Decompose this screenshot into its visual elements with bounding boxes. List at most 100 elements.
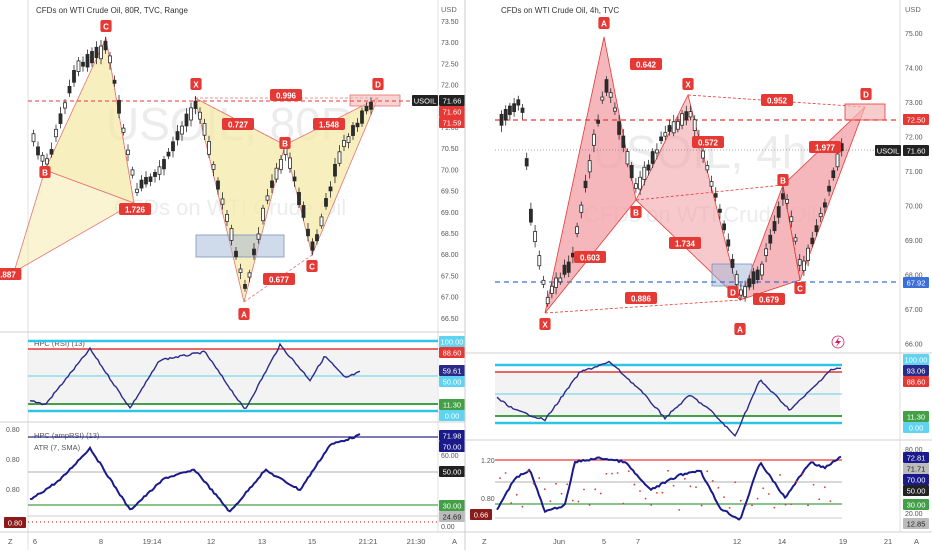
right-point-c: C xyxy=(797,285,803,294)
candle-body xyxy=(67,85,72,94)
right-symbol-tag: USOIL xyxy=(877,147,900,156)
right-point-b: B xyxy=(780,177,786,186)
right-time-tick: 21 xyxy=(884,537,892,546)
right-price-tag-1: 72.50 xyxy=(907,116,926,125)
left-time-tick: 15 xyxy=(308,537,316,546)
candle-body xyxy=(831,170,836,179)
candle-body xyxy=(54,128,58,138)
candle-body xyxy=(755,269,760,281)
right-prz-box xyxy=(844,103,886,121)
candle-body xyxy=(554,277,558,288)
right-ratio-0886: 0.886 xyxy=(631,295,652,304)
right-point-d-bg xyxy=(860,88,872,100)
right-osc2-dot xyxy=(655,491,658,494)
right-rsi-tag-100-bg xyxy=(903,354,929,365)
candle-body xyxy=(72,70,76,83)
right-osc2-dot xyxy=(650,504,653,506)
right-point-c-bg xyxy=(794,282,806,294)
left-price-tick: 72.50 xyxy=(441,61,459,68)
right-point-x-outer-bg xyxy=(682,78,694,90)
right-osc2-tag-70: 70.00 xyxy=(907,476,926,485)
right-osc2-dot xyxy=(661,491,664,494)
candle-body xyxy=(579,204,584,213)
candle-body xyxy=(503,109,508,121)
candle-body xyxy=(117,99,121,114)
candle-body xyxy=(324,198,328,207)
candle-body xyxy=(166,151,171,157)
candle-body xyxy=(162,159,166,170)
candle-body xyxy=(520,107,525,113)
candle-body xyxy=(279,158,283,170)
right-osc2-dot xyxy=(711,479,714,482)
right-osc2-dot xyxy=(700,504,703,507)
right-osc2-dot xyxy=(723,496,725,499)
left-rsi-tag-100: 100.00 xyxy=(441,338,464,347)
left-ratio-0996: 0.996 xyxy=(276,92,297,101)
left-point-d: D xyxy=(375,81,381,90)
candle-body xyxy=(351,125,355,136)
candle-body xyxy=(713,193,718,198)
right-atr-tag-bg xyxy=(470,509,492,520)
candle-body xyxy=(112,79,117,84)
candle-body xyxy=(818,213,823,218)
candle-body xyxy=(175,131,180,141)
left-symbol-tag: USOIL xyxy=(414,97,437,106)
right-osc2-dot xyxy=(678,509,681,511)
candle-body xyxy=(36,146,40,156)
right-time-tick: 7 xyxy=(636,537,640,546)
right-osc2-dot xyxy=(683,477,686,480)
left-time-tick: 12 xyxy=(207,537,215,546)
lightning-icon-glyph xyxy=(835,337,841,347)
candle-body xyxy=(135,188,139,193)
candle-body xyxy=(499,113,504,126)
left-price-tag-2-bg xyxy=(439,106,465,117)
left-ratio-0677-bg xyxy=(263,273,295,285)
right-rsi-tag-9306: 93.06 xyxy=(907,367,926,376)
left-atr-tick: 0.80 xyxy=(6,427,20,434)
left-ratio-887: .887 xyxy=(0,271,16,280)
candle-body xyxy=(751,271,756,284)
left-currency: USD xyxy=(441,5,457,14)
right-price-tick: 70.00 xyxy=(905,204,923,211)
left-osc2-tag-30: 30.00 xyxy=(443,502,462,511)
left-corner-a: A xyxy=(452,537,457,546)
left-atr-tick: 0.80 xyxy=(6,487,20,494)
left-rsi-tag-5961-bg xyxy=(439,365,465,376)
candle-body xyxy=(157,166,162,175)
candle-body xyxy=(261,207,265,222)
candle-body xyxy=(207,141,211,155)
left-price-tick: 67.50 xyxy=(441,273,459,280)
right-point-a-outer: A xyxy=(601,20,607,29)
left-point-b-bg xyxy=(279,137,291,149)
left-osc2-tag-70: 70.00 xyxy=(443,443,462,452)
left-rsi-tag-100-bg xyxy=(439,336,465,347)
left-osc2-tag-2469-bg xyxy=(439,511,465,522)
candle-body xyxy=(247,272,252,278)
right-ratio-0679-bg xyxy=(753,293,785,305)
candle-body xyxy=(684,111,689,121)
right-osc2-dot xyxy=(773,506,776,509)
left-ratio-0996-bg xyxy=(270,89,302,101)
right-osc2-dot xyxy=(801,473,804,476)
candle-body xyxy=(507,105,512,115)
candle-body xyxy=(646,164,651,171)
right-osc2-tag-50-bg xyxy=(903,485,929,496)
candle-body xyxy=(810,237,815,245)
right-osc2-tag-70-bg xyxy=(903,474,929,485)
candle-body xyxy=(655,149,659,154)
right-osc2-tag-30-bg xyxy=(903,499,929,510)
candle-body xyxy=(529,208,533,223)
left-price-tick: 70.50 xyxy=(441,146,459,153)
right-price-tag-2: 71.60 xyxy=(907,147,926,156)
right-osc2-dot xyxy=(499,477,501,480)
right-osc2-dot xyxy=(605,472,608,475)
left-price-tag-3-bg xyxy=(439,117,465,128)
right-left-tick: 0.80 xyxy=(481,496,495,503)
left-rsi-tag-886: 88.60 xyxy=(443,349,462,358)
left-rsi-tag-50: 50.00 xyxy=(443,378,462,387)
candle-body xyxy=(621,135,626,148)
candle-body xyxy=(613,107,617,112)
candle-body xyxy=(516,99,521,106)
left-ratio-line xyxy=(105,37,135,204)
right-ratio-1977-bg xyxy=(809,141,841,153)
